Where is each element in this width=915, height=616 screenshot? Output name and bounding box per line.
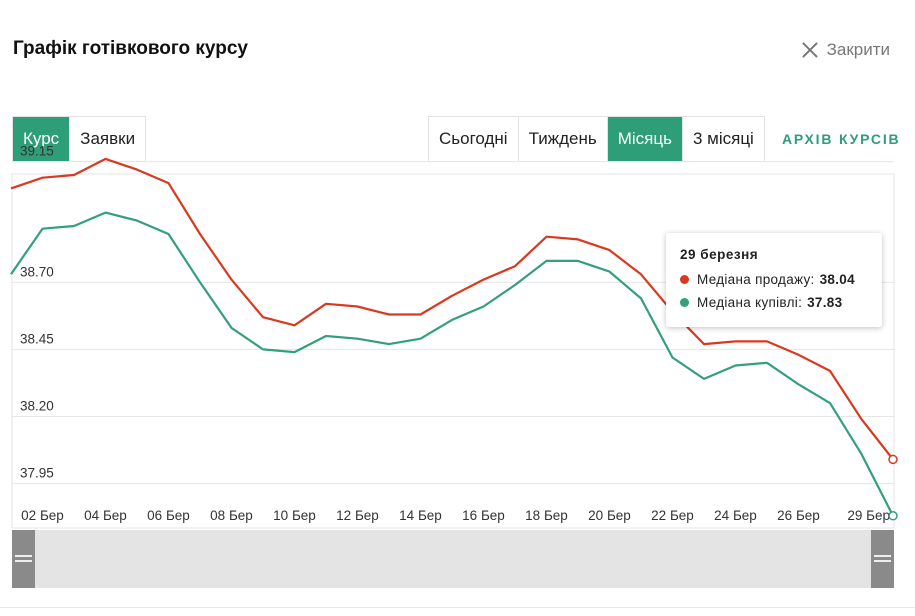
close-button[interactable]: Закрити	[801, 40, 890, 60]
tooltip-row-sell: Медіана продажу: 38.04	[680, 272, 868, 287]
plot-frame	[11, 173, 895, 529]
tooltip-row-buy: Медіана купівлі: 37.83	[680, 295, 868, 310]
navigator-left-handle[interactable]	[12, 530, 35, 588]
x-tick-label: 24 Бер	[714, 508, 757, 523]
buy-last-point	[888, 511, 898, 521]
navigator-window[interactable]	[35, 530, 871, 588]
buy-dot-icon	[680, 298, 689, 307]
x-tick-label: 12 Бер	[336, 508, 379, 523]
y-tick-label: 38.70	[20, 264, 54, 279]
tooltip-buy-label: Медіана купівлі:	[697, 295, 803, 310]
sell-dot-icon	[680, 275, 689, 284]
x-tick-label: 10 Бер	[273, 508, 316, 523]
divider	[0, 607, 915, 608]
y-tick-label: 38.20	[20, 399, 54, 414]
x-tick-label: 18 Бер	[525, 508, 568, 523]
archive-link[interactable]: АРХІВ КУРСІВ	[782, 131, 901, 147]
mode-tabs: Курс Заявки	[12, 116, 147, 162]
x-tick-label: 04 Бер	[84, 508, 127, 523]
period-tabs: Сьогодні Тиждень Місяць 3 місяці	[428, 116, 765, 162]
tab-week[interactable]: Тиждень	[518, 117, 608, 161]
x-tick-label: 20 Бер	[588, 508, 631, 523]
y-tick-label: 38.45	[20, 331, 54, 346]
tooltip-date: 29 березня	[680, 247, 759, 262]
range-navigator[interactable]	[12, 530, 894, 588]
x-tick-label: 22 Бер	[651, 508, 694, 523]
tab-today[interactable]: Сьогодні	[429, 117, 519, 161]
tab-month[interactable]: Місяць	[607, 117, 683, 161]
tab-orders[interactable]: Заявки	[70, 117, 146, 161]
tab-3-months[interactable]: 3 місяці	[682, 117, 764, 161]
x-tick-label: 02 Бер	[21, 508, 64, 523]
page-title: Графік готівкового курсу	[13, 38, 248, 59]
x-tick-label: 08 Бер	[210, 508, 253, 523]
x-tick-label: 29 Бер	[847, 508, 890, 523]
x-tick-label: 14 Бер	[399, 508, 442, 523]
x-tick-label: 16 Бер	[462, 508, 505, 523]
tooltip-sell-value: 38.04	[819, 272, 855, 287]
buy-median-line	[10, 211, 894, 517]
x-tick-label: 26 Бер	[777, 508, 820, 523]
close-label: Закрити	[826, 40, 890, 59]
tooltip-buy-value: 37.83	[807, 295, 843, 310]
sell-median-line	[10, 157, 894, 461]
y-tick-label: 37.95	[20, 466, 54, 481]
y-tick-label: 39.15	[20, 144, 54, 159]
tooltip-sell-label: Медіана продажу:	[697, 272, 815, 287]
navigator-right-handle[interactable]	[871, 530, 894, 588]
chart-tooltip: 29 березня Медіана продажу: 38.04 Медіан…	[666, 233, 882, 327]
sell-last-point	[888, 454, 898, 465]
x-tick-label: 06 Бер	[147, 508, 190, 523]
tab-rate[interactable]: Курс	[13, 117, 71, 161]
